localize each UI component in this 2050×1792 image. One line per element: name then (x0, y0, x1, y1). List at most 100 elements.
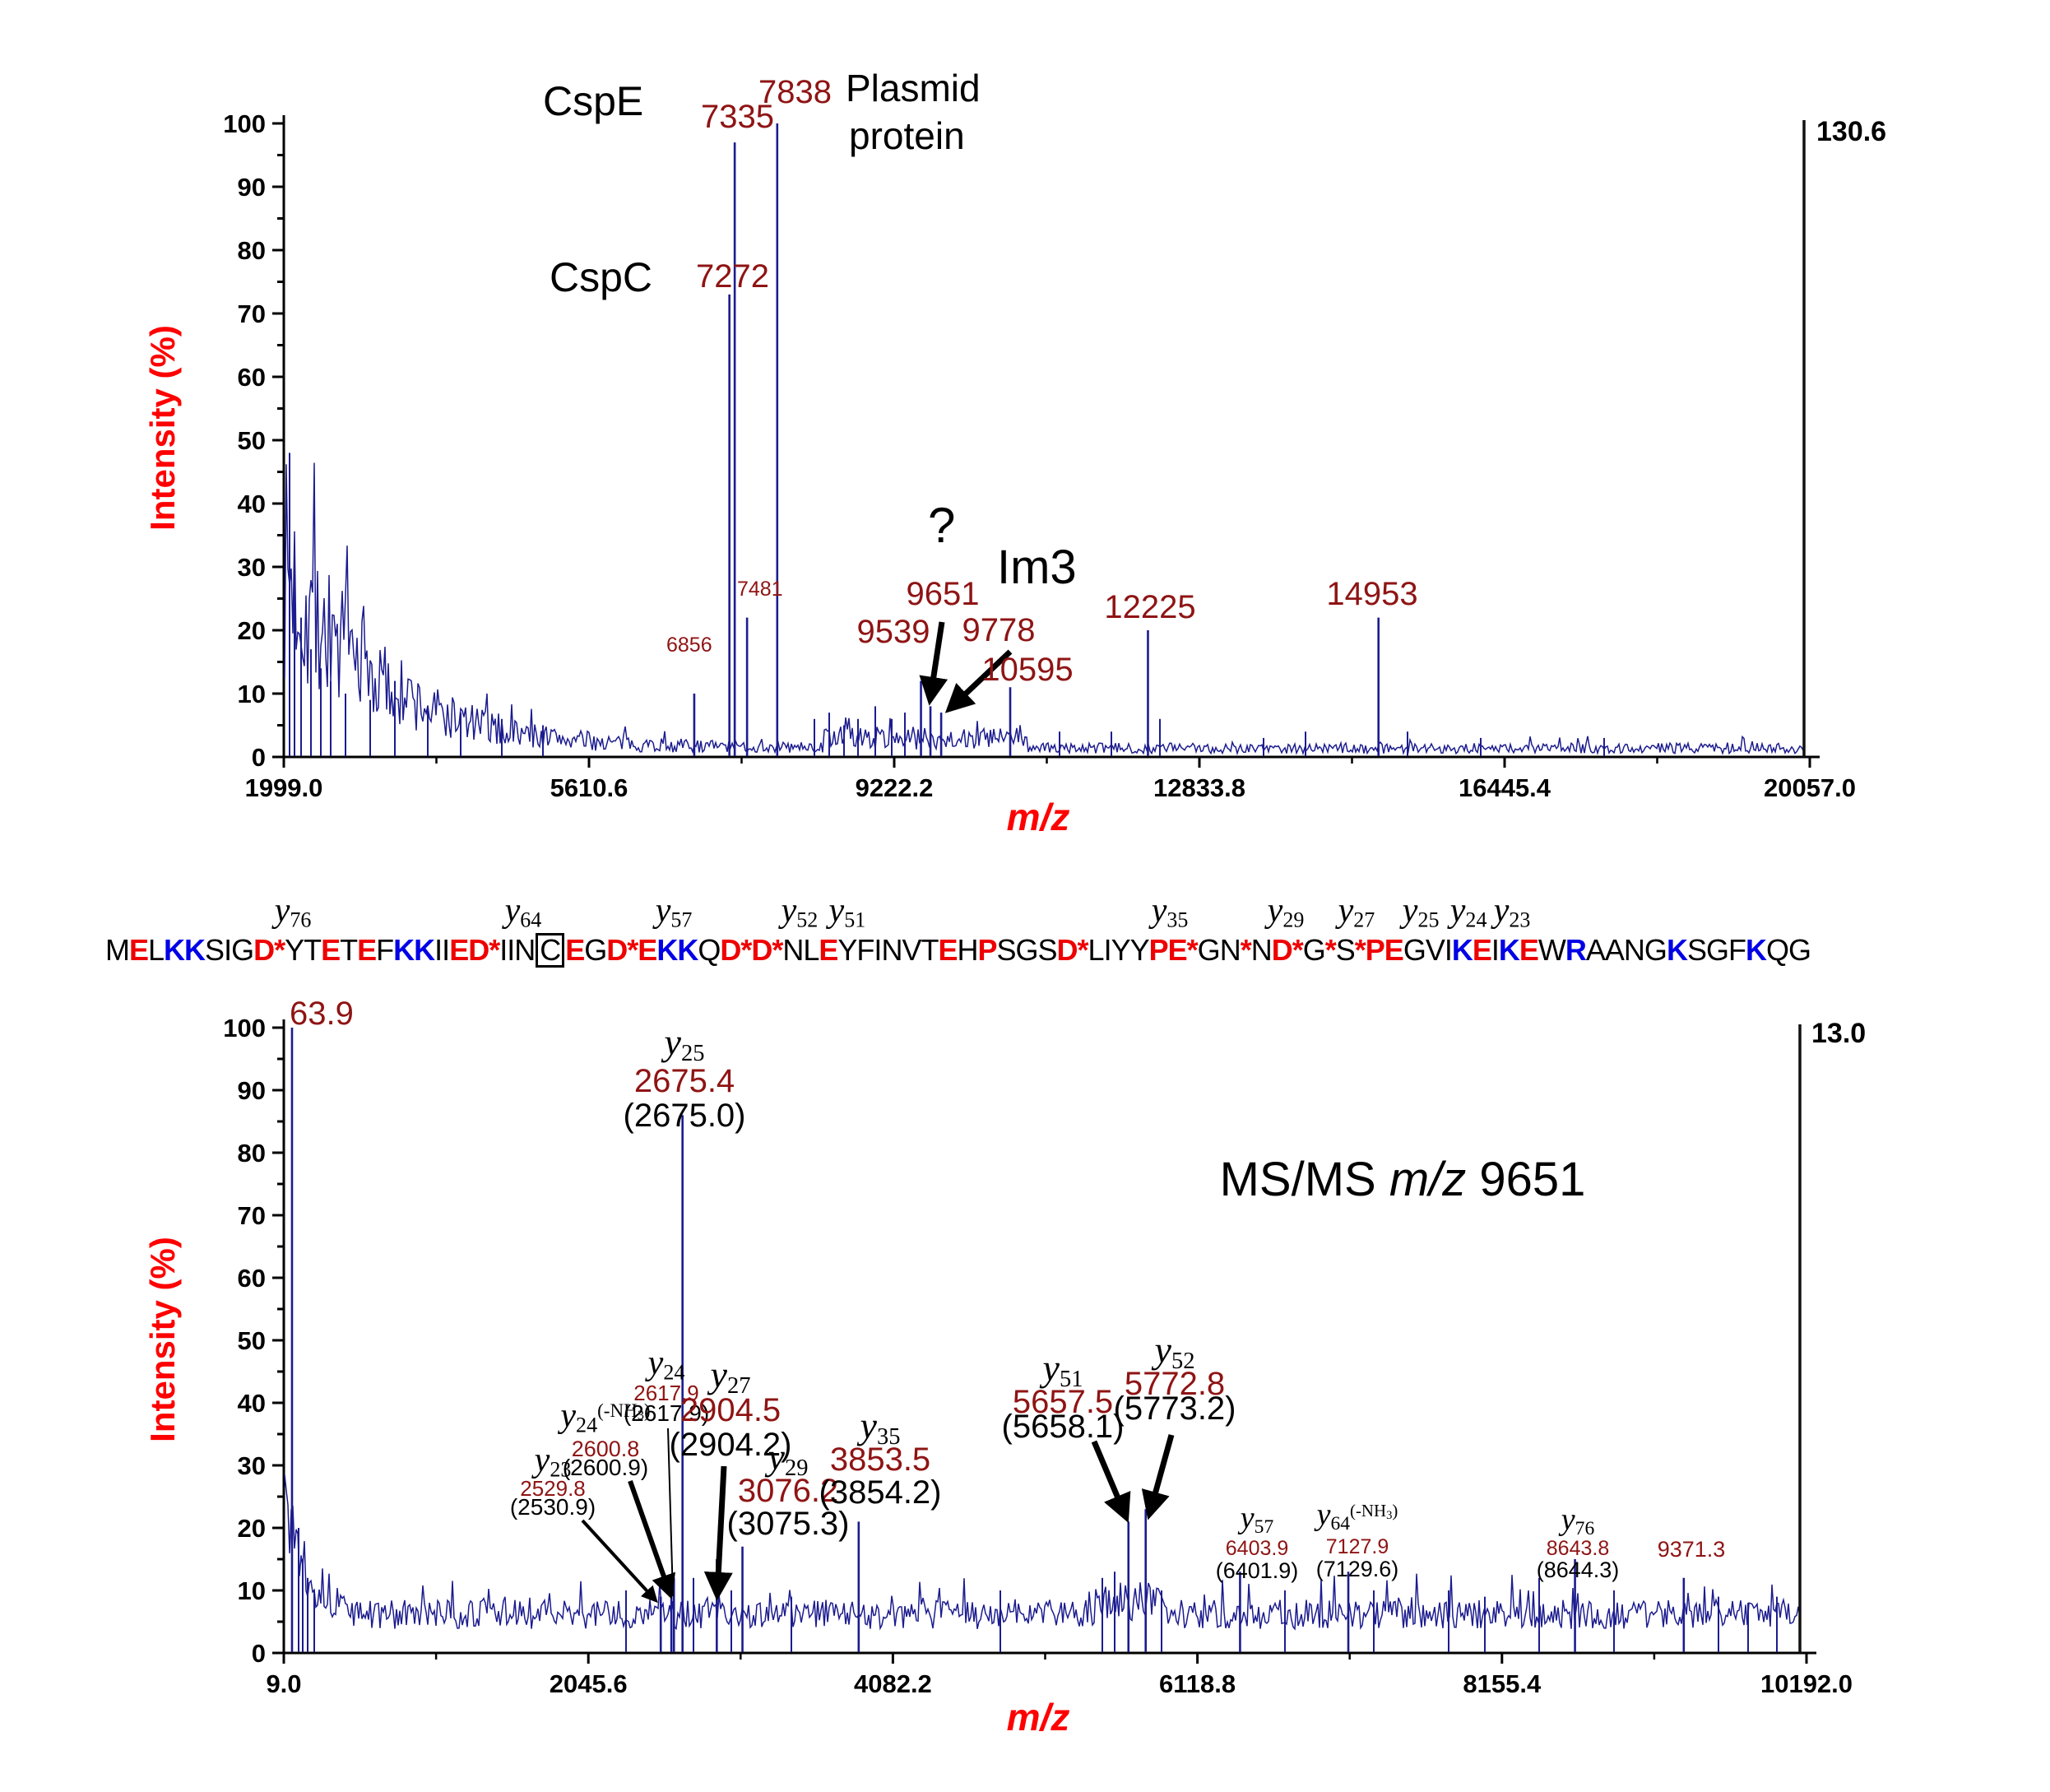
residue-G: G (1403, 933, 1426, 967)
modified-residue-asterisk: * (1354, 933, 1366, 967)
top-spectrum-plot: 0 10 20 30 40 50 60 70 80 90 100 1999.0 5610.6 9222.2… (223, 109, 1856, 802)
x-tick-label: 5610.6 (550, 773, 628, 802)
residue-K: K (184, 933, 206, 967)
residue-E: E (321, 933, 341, 967)
msms-title-pre: MS/MS (1219, 1153, 1389, 1206)
sequence-ion-y76: y76 (274, 892, 312, 932)
msms-title: MS/MS m/z 9651 (1220, 1152, 1586, 1207)
residue-F: F (1728, 933, 1746, 967)
y-tick-label: 20 (238, 1514, 266, 1543)
residue-Q: Q (698, 933, 721, 967)
modified-residue-asterisk: * (1240, 933, 1252, 967)
residue-S: S (1037, 933, 1058, 967)
noise-trace (284, 1474, 1801, 1631)
pointer-arrow (581, 1519, 658, 1604)
residue-I: I (1491, 933, 1500, 967)
residue-D: D (1271, 933, 1293, 967)
sequence-ion-y64: y64 (504, 892, 542, 932)
residue-E: E (1384, 933, 1404, 967)
sequence-ion-y25: y25 (1402, 892, 1440, 932)
y-tick-label: 90 (238, 1076, 266, 1105)
pointer-arrow (1091, 1440, 1131, 1524)
residue-M: M (105, 933, 130, 967)
residue-F: F (376, 933, 394, 967)
modified-residue-asterisk: * (1077, 933, 1089, 967)
y-tick-label: 60 (238, 1264, 266, 1293)
residue-E: E (357, 933, 377, 967)
modified-residue-asterisk: * (1186, 933, 1199, 967)
residue-E: E (565, 933, 585, 967)
pointer-arrow (667, 1428, 674, 1597)
pointer-arrow (628, 1480, 675, 1599)
pointer-arrow (1141, 1434, 1175, 1520)
residue-E: E (819, 933, 838, 967)
top-x-axis-title: m/z (1006, 796, 1070, 838)
y-tick-label: 50 (238, 426, 266, 455)
sequence-ion-y35: y35 (1151, 892, 1189, 932)
residue-G: G (1644, 933, 1667, 967)
residue-D: D (468, 933, 489, 967)
residue-K: K (414, 933, 435, 967)
pointer-arrow (703, 1465, 733, 1601)
y-tick-label: 70 (238, 1201, 266, 1230)
y-tick-label: 100 (223, 109, 266, 138)
residue-S: S (1335, 933, 1356, 967)
y-tick-label: 80 (238, 1139, 266, 1168)
sequence-ion-y24: y24 (1449, 892, 1487, 932)
residue-N: N (1250, 933, 1273, 967)
residue-D: D (720, 933, 741, 967)
residue-I: I (507, 933, 515, 967)
x-tick-label: 4082.2 (854, 1669, 932, 1698)
residue-V: V (1425, 933, 1445, 967)
residue-T: T (340, 933, 358, 967)
pointer-arrow (944, 649, 1013, 713)
residue-N: N (881, 933, 902, 967)
sequence-ion-labels: y76 y64 y57 y52 y51 y35 y29 y27 y25 y24 y23 (105, 890, 1991, 933)
bottom-x-axis-title: m/z (1006, 1696, 1070, 1739)
residue-I: I (224, 933, 232, 967)
residue-K: K (1666, 933, 1688, 967)
y-tick-label: 10 (238, 1576, 266, 1605)
residue-P: P (1365, 933, 1385, 967)
pointer-arrow (919, 621, 948, 706)
residue-E: E (1472, 933, 1492, 967)
residue-R: R (1565, 933, 1587, 967)
residue-Y: Y (837, 933, 857, 967)
residue-Y: Y (1129, 933, 1150, 967)
sequence-ion-y23: y23 (1493, 892, 1531, 932)
x-tick-label: 2045.6 (550, 1669, 628, 1698)
x-tick-label: 8155.4 (1463, 1669, 1542, 1698)
sequence-ion-y57: y57 (655, 892, 693, 932)
peptide-sequence: MELKKSIGD*YTETEFKKIIED*IIN C EGD*EKKQD*D*N… (105, 933, 2030, 968)
residue-K: K (1498, 933, 1520, 967)
residue-D: D (1056, 933, 1078, 967)
residue-V: V (902, 933, 921, 967)
y-tick-label: 30 (238, 553, 266, 582)
x-tick-label: 6118.8 (1159, 1669, 1236, 1698)
residue-E: E (129, 933, 149, 967)
x-tick-label: 10192.0 (1760, 1669, 1853, 1698)
y-tick-label: 40 (238, 490, 266, 518)
residue-E: E (1519, 933, 1539, 967)
residue-N: N (782, 933, 804, 967)
sequence-ion-y52: y52 (781, 892, 819, 932)
y-tick-label: 0 (252, 743, 266, 772)
residue-C: C (536, 933, 565, 968)
residue-K: K (393, 933, 415, 967)
top-y-axis-title: Intensity (%) (143, 325, 182, 531)
residue-L: L (803, 933, 819, 967)
residue-D: D (606, 933, 628, 967)
modified-residue-asterisk: * (1292, 933, 1304, 967)
residue-N: N (1623, 933, 1645, 967)
x-tick-label: 9.0 (266, 1669, 301, 1698)
sequence-ion-y51: y51 (828, 892, 866, 932)
residue-W: W (1538, 933, 1566, 967)
residue-N: N (514, 933, 536, 967)
y-tick-label: 40 (238, 1389, 266, 1418)
residue-K: K (164, 933, 185, 967)
residue-G: G (1302, 933, 1326, 967)
residue-G: G (1197, 933, 1221, 967)
residue-G: G (1788, 933, 1811, 967)
residue-K: K (1745, 933, 1767, 967)
